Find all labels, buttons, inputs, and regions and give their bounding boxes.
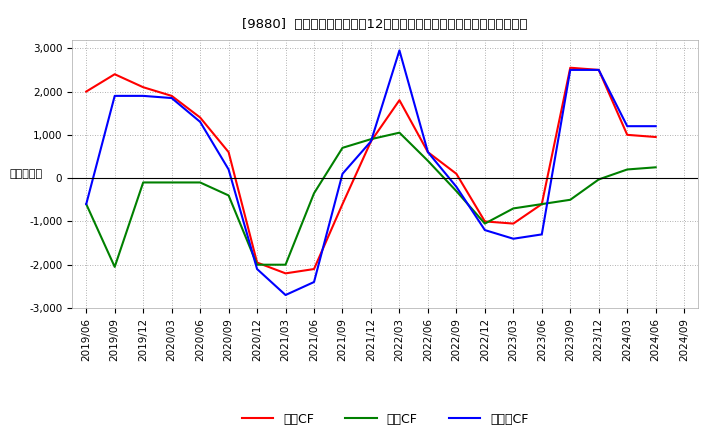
投資CF: [82, 202, 91, 207]
営業CF: [366, 139, 375, 144]
フリーCF: [509, 236, 518, 242]
営業CF: [537, 202, 546, 207]
フリーCF: [395, 48, 404, 53]
営業CF: [338, 202, 347, 207]
投資CF: [366, 136, 375, 142]
投資CF: [595, 177, 603, 182]
フリーCF: [167, 95, 176, 101]
営業CF: [225, 150, 233, 155]
フリーCF: [139, 93, 148, 99]
営業CF: [423, 150, 432, 155]
営業CF: [480, 219, 489, 224]
投資CF: [310, 191, 318, 196]
フリーCF: [196, 119, 204, 125]
フリーCF: [566, 67, 575, 73]
フリーCF: [338, 171, 347, 176]
Line: 営業CF: 営業CF: [86, 68, 656, 273]
投資CF: [167, 180, 176, 185]
Line: 投資CF: 投資CF: [86, 133, 656, 267]
営業CF: [167, 93, 176, 99]
Line: フリーCF: フリーCF: [86, 51, 656, 295]
営業CF: [452, 171, 461, 176]
営業CF: [282, 271, 290, 276]
営業CF: [652, 134, 660, 139]
フリーCF: [282, 292, 290, 297]
営業CF: [110, 72, 119, 77]
営業CF: [623, 132, 631, 137]
フリーCF: [452, 184, 461, 190]
営業CF: [82, 89, 91, 94]
フリーCF: [423, 150, 432, 155]
営業CF: [395, 98, 404, 103]
投資CF: [196, 180, 204, 185]
フリーCF: [110, 93, 119, 99]
フリーCF: [652, 124, 660, 129]
投資CF: [423, 158, 432, 163]
投資CF: [110, 264, 119, 270]
投資CF: [652, 165, 660, 170]
フリーCF: [253, 266, 261, 271]
投資CF: [537, 202, 546, 207]
フリーCF: [366, 139, 375, 144]
Title: [9880]  キャッシュフローの12か月移動合計の対前年同期増減額の推移: [9880] キャッシュフローの12か月移動合計の対前年同期増減額の推移: [243, 18, 528, 32]
投資CF: [253, 262, 261, 268]
投資CF: [395, 130, 404, 136]
フリーCF: [310, 279, 318, 285]
フリーCF: [225, 167, 233, 172]
投資CF: [139, 180, 148, 185]
フリーCF: [480, 227, 489, 233]
投資CF: [282, 262, 290, 268]
営業CF: [139, 84, 148, 90]
投資CF: [338, 145, 347, 150]
投資CF: [623, 167, 631, 172]
投資CF: [566, 197, 575, 202]
営業CF: [566, 65, 575, 70]
営業CF: [196, 115, 204, 120]
営業CF: [595, 67, 603, 73]
フリーCF: [537, 232, 546, 237]
投資CF: [225, 193, 233, 198]
Y-axis label: （百万円）: （百万円）: [9, 169, 42, 179]
営業CF: [310, 266, 318, 271]
営業CF: [509, 221, 518, 226]
投資CF: [452, 188, 461, 194]
フリーCF: [82, 202, 91, 207]
投資CF: [480, 221, 489, 226]
フリーCF: [623, 124, 631, 129]
投資CF: [509, 206, 518, 211]
Legend: 営業CF, 投資CF, フリーCF: 営業CF, 投資CF, フリーCF: [237, 407, 534, 431]
フリーCF: [595, 67, 603, 73]
営業CF: [253, 260, 261, 265]
